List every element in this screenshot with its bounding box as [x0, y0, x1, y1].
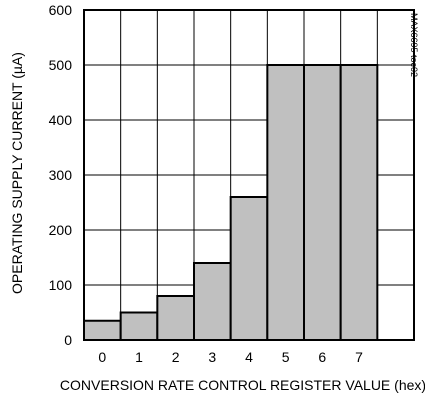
x-tick-label: 6	[318, 349, 326, 365]
bar-0	[83, 319, 122, 341]
x-tick-labels: 0 1 2 3 4 5 6 7	[98, 349, 363, 365]
x-tick-label: 1	[135, 349, 143, 365]
y-tick-label: 0	[64, 332, 72, 348]
y-tick-label: 500	[49, 57, 73, 73]
y-axis-title: OPERATING SUPPLY CURRENT (µA)	[9, 52, 25, 294]
bar-5	[266, 64, 306, 341]
figure-id-label: MAX6695 toc02	[409, 13, 419, 77]
bar-2	[156, 295, 195, 341]
y-tick-labels: 0 100 200 300 400 500 600	[49, 2, 73, 348]
x-tick-label: 5	[282, 349, 290, 365]
y-tick-label: 300	[49, 167, 73, 183]
x-tick-label: 4	[245, 349, 253, 365]
x-tick-label: 7	[355, 349, 363, 365]
x-tick-label: 3	[208, 349, 216, 365]
bar-3	[193, 262, 232, 341]
y-tick-label: 600	[49, 2, 73, 18]
bars	[83, 64, 379, 341]
bar-4	[229, 196, 269, 341]
x-axis-title: CONVERSION RATE CONTROL REGISTER VALUE (…	[60, 377, 425, 393]
y-tick-label: 100	[49, 277, 73, 293]
bar-7	[339, 64, 379, 341]
plot-frame	[83, 9, 415, 341]
y-tick-label: 400	[49, 112, 73, 128]
x-tick-label: 2	[172, 349, 180, 365]
bar-6	[303, 64, 342, 341]
bar-1	[119, 311, 159, 341]
x-tick-label: 0	[98, 349, 106, 365]
y-tick-label: 200	[49, 222, 73, 238]
